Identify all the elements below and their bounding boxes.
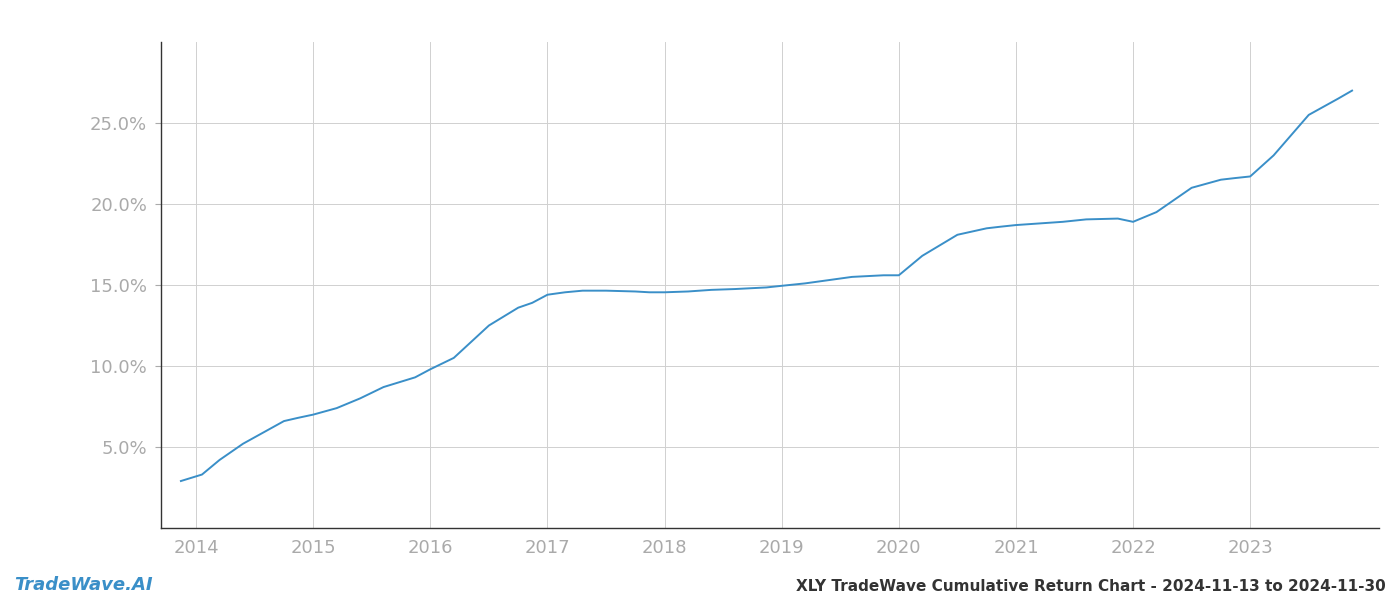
- Text: TradeWave.AI: TradeWave.AI: [14, 576, 153, 594]
- Text: XLY TradeWave Cumulative Return Chart - 2024-11-13 to 2024-11-30: XLY TradeWave Cumulative Return Chart - …: [797, 579, 1386, 594]
